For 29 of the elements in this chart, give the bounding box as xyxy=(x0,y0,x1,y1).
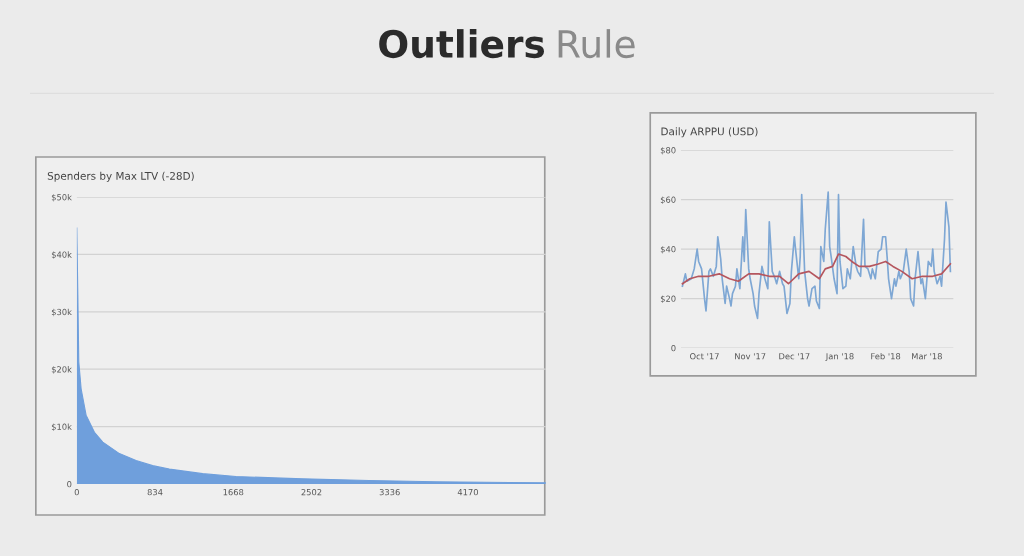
y-tick-label: 0 xyxy=(671,345,676,352)
line-series xyxy=(681,191,952,320)
chart-title: Daily ARPPU (USD) xyxy=(661,127,758,138)
x-tick-label: 3336 xyxy=(379,489,400,496)
x-tick-label: Nov '17 xyxy=(735,353,766,360)
x-tick-label: 2502 xyxy=(301,489,322,496)
x-tick-label: Dec '17 xyxy=(779,353,810,360)
y-tick-label: 0 xyxy=(67,480,72,488)
x-tick-label: Jan '18 xyxy=(825,353,854,361)
y-tick-label: $20 xyxy=(660,295,676,303)
x-tick-label: 0 xyxy=(74,489,79,496)
x-tick-label: Feb '18 xyxy=(871,352,901,360)
y-tick-label: $60 xyxy=(660,196,676,204)
chart-title: Spenders by Max LTV (-28D) xyxy=(47,171,194,182)
line-series xyxy=(681,253,952,285)
text: Rule xyxy=(558,29,635,59)
y-tick-label: $10k xyxy=(51,423,72,432)
x-tick-label: 834 xyxy=(147,489,163,496)
text: Outliers xyxy=(379,29,545,59)
x-tick-label: Oct '17 xyxy=(690,353,719,360)
x-tick-label: Mar '18 xyxy=(912,353,942,360)
y-tick-label: $40 xyxy=(660,245,676,254)
y-tick-label: $40k xyxy=(51,251,72,259)
y-tick-label: $30k xyxy=(51,308,72,317)
y-tick-label: $50k xyxy=(51,193,72,202)
x-tick-label: 1668 xyxy=(223,489,244,496)
y-tick-label: $80 xyxy=(660,146,676,155)
x-tick-label: 4170 xyxy=(457,489,478,496)
y-tick-label: $20k xyxy=(51,366,72,374)
